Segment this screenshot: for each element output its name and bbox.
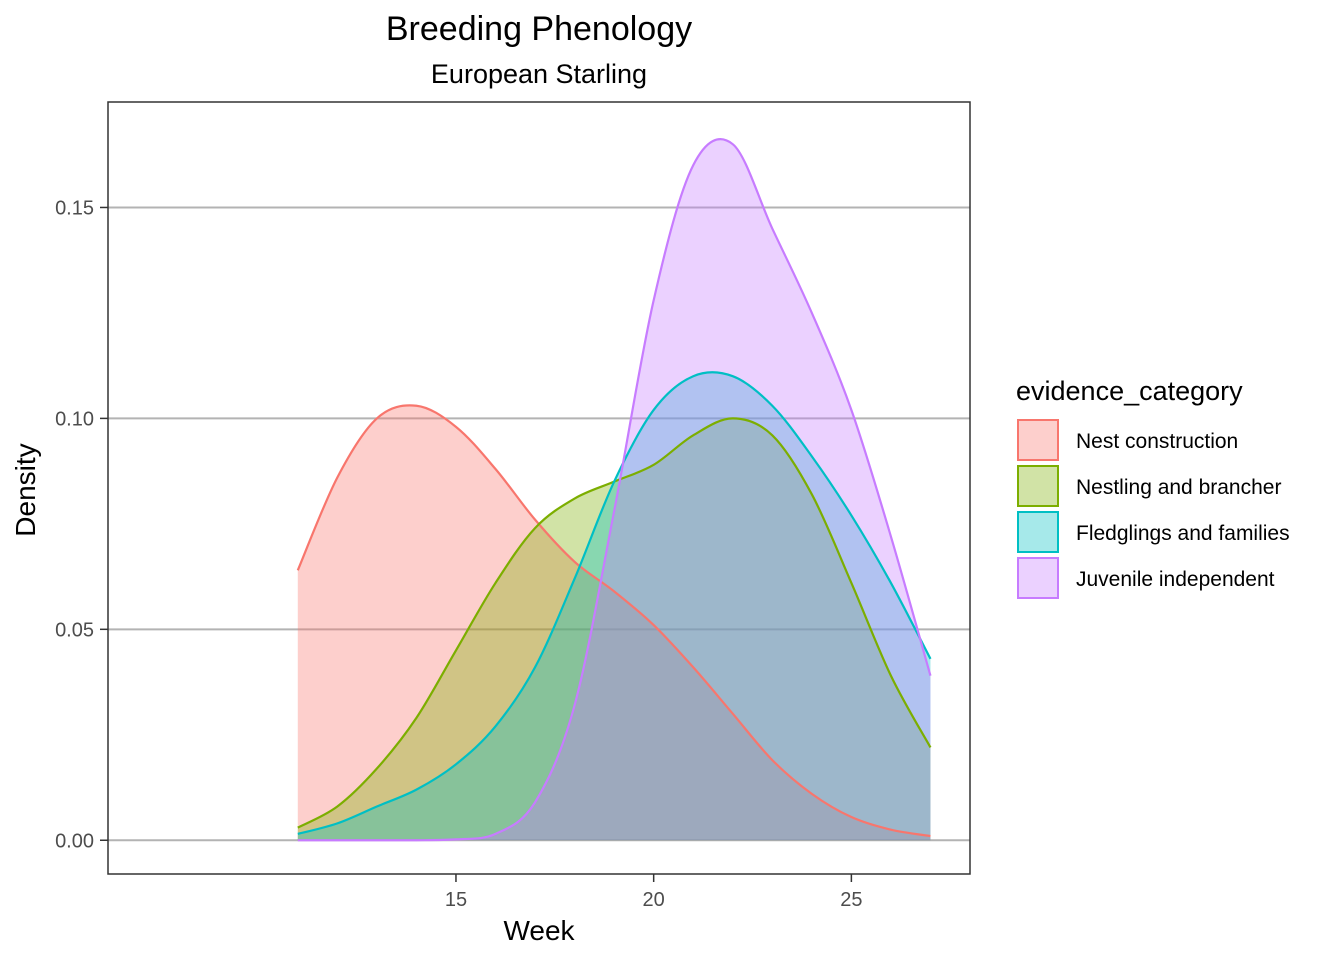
y-tick-label-0: 0.00 bbox=[55, 830, 94, 852]
y-tick-label-2: 0.10 bbox=[55, 408, 94, 430]
chart-title: Breeding Phenology bbox=[386, 10, 692, 48]
legend: evidence_category Nest construction Nestl… bbox=[1016, 376, 1290, 599]
density-line-3 bbox=[297, 138, 932, 842]
density-area-2 bbox=[297, 372, 931, 841]
density-line-2 bbox=[297, 371, 932, 835]
legend-label-2: Fledglings and families bbox=[1076, 522, 1290, 545]
y-tick-label-1: 0.05 bbox=[55, 619, 94, 641]
legend-label-0: Nest construction bbox=[1076, 430, 1238, 453]
panel-border bbox=[107, 101, 971, 875]
x-tick-label-2: 25 bbox=[840, 889, 862, 911]
legend-key-1 bbox=[1017, 465, 1059, 507]
legend-key-2 bbox=[1017, 511, 1059, 553]
density-area-3 bbox=[297, 139, 931, 841]
density-area-0 bbox=[297, 405, 931, 841]
x-axis-title: Week bbox=[503, 915, 575, 946]
legend-key-0 bbox=[1017, 419, 1059, 461]
density-line-0 bbox=[296, 404, 931, 838]
legend-label-3: Juvenile independent bbox=[1076, 568, 1275, 591]
x-tick-label-1: 20 bbox=[643, 889, 665, 911]
chart-subtitle: European Starling bbox=[431, 59, 647, 89]
x-tick-label-0: 15 bbox=[445, 889, 467, 911]
legend-key-3 bbox=[1017, 557, 1059, 599]
y-axis-title: Density bbox=[10, 443, 41, 536]
legend-label-1: Nestling and brancher bbox=[1076, 476, 1281, 499]
plot-area: 0.00 0.05 0.10 0.15 15 20 25 bbox=[55, 101, 971, 911]
y-tick-label-3: 0.15 bbox=[55, 197, 94, 219]
legend-title: evidence_category bbox=[1016, 376, 1243, 406]
density-area-1 bbox=[297, 418, 931, 841]
